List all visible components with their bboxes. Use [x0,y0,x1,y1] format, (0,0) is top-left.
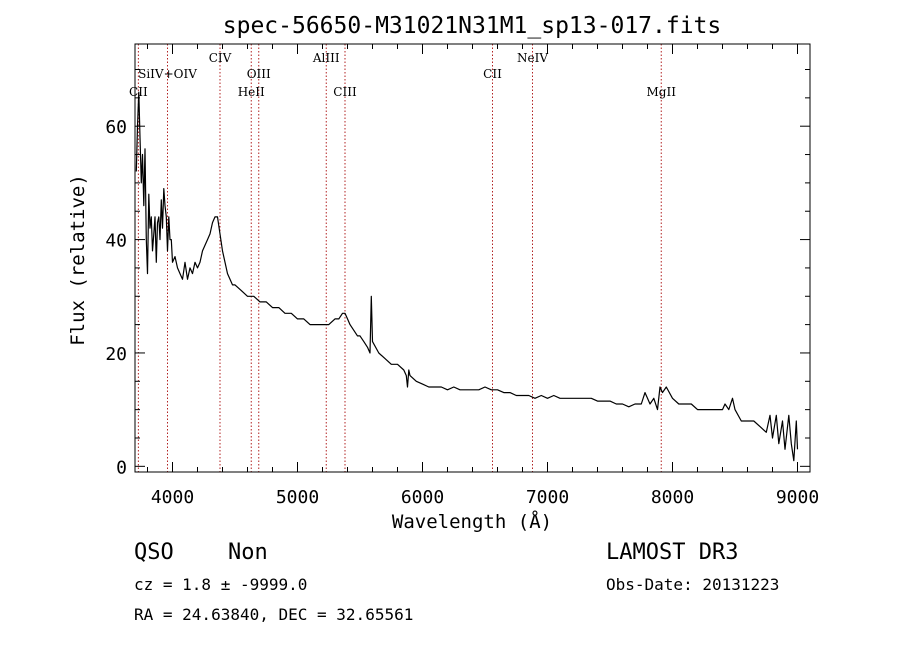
chart-title: spec-56650-M31021N31M1_sp13-017.fits [223,13,722,39]
y-tick-label: 60 [105,117,127,138]
x-tick-label: 6000 [401,487,444,508]
y-axis-ticks: 0 20 40 60 [105,69,810,478]
emission-line-labels: CIISiIV+OIVCIVHeIIOIIIAlIIICIIICIINeIVMg… [129,51,676,99]
y-tick-label: 20 [105,344,127,365]
y-axis-label: Flux (relative) [67,174,89,346]
x-tick-label: 4000 [151,487,194,508]
x-tick-label: 8000 [651,487,694,508]
survey-name: LAMOST DR3 [606,540,738,565]
emission-line-label: OIII [247,67,271,81]
coordinates: RA = 24.63840, DEC = 32.65561 [134,605,413,624]
emission-line-label: MgII [647,85,677,99]
emission-line-markers [137,44,662,472]
x-tick-label: 9000 [776,487,819,508]
y-tick-label: 40 [105,231,127,252]
emission-line-label: CIV [209,51,232,65]
emission-line-label: CII [483,67,502,81]
emission-line-label: NeIV [517,51,548,65]
y-tick-label: 0 [116,457,127,478]
redshift-text: cz = 1.8 ± -9999.0 [134,575,307,594]
object-class: QSO [134,540,174,565]
plot-frame [134,43,811,473]
emission-line-label: AlIII [312,51,340,65]
emission-line-label: CIII [333,85,357,99]
spectrum-series [135,91,799,462]
x-tick-label: 5000 [276,487,319,508]
x-axis-label: Wavelength (Å) [392,510,552,533]
emission-line-label: HeII [238,85,265,99]
x-tick-label: 7000 [526,487,569,508]
obs-date: Obs-Date: 20131223 [606,575,779,594]
object-subclass: Non [228,540,268,565]
x-axis-ticks: 4000 5000 6000 7000 8000 9000 [147,44,819,508]
emission-line-label: SiIV+OIV [138,67,197,81]
spectrum-line [135,91,799,462]
